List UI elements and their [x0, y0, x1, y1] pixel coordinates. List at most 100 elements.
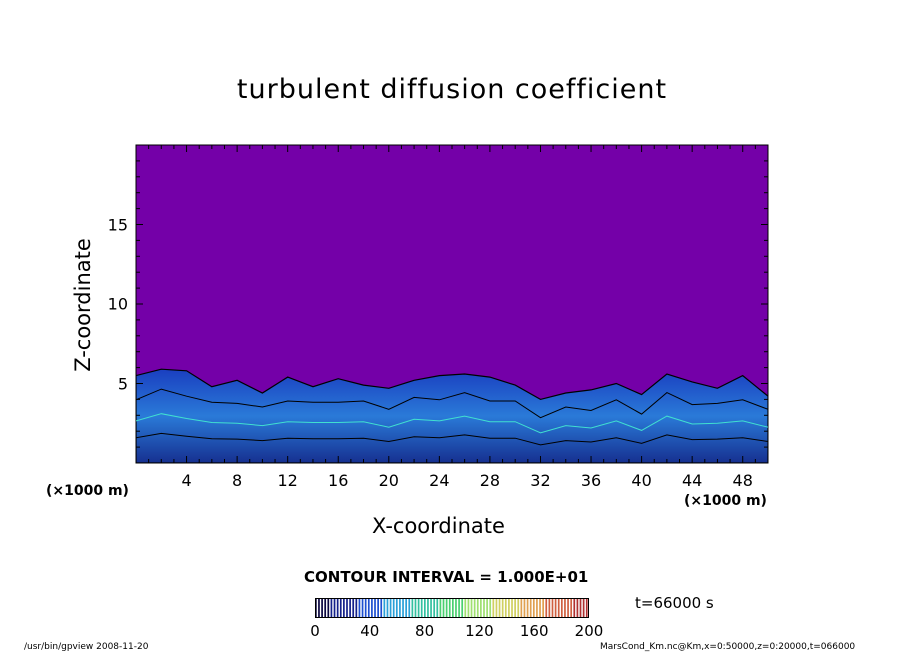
- colorbar-stripe: [399, 598, 401, 618]
- colorbar-stripe: [483, 598, 485, 618]
- colorbar-stripe: [405, 598, 408, 618]
- colorbar-stripe: [567, 598, 569, 618]
- contour-interval: CONTOUR INTERVAL = 1.000E+01: [304, 568, 589, 586]
- colorbar-stripe: [529, 598, 532, 618]
- time-label: t=66000 s: [635, 594, 714, 612]
- colorbar-stripe: [318, 598, 320, 618]
- colorbar-stripe: [476, 598, 479, 618]
- x-tick-label: 44: [681, 471, 703, 490]
- x-tick-label: 48: [732, 471, 753, 490]
- colorbar-stripe: [442, 598, 445, 618]
- colorbar-stripe: [343, 598, 345, 618]
- colorbar-stripe: [439, 598, 442, 618]
- colorbar-stripe: [383, 598, 386, 618]
- colorbar-stripe: [402, 598, 404, 618]
- colorbar-stripe: [470, 598, 473, 618]
- colorbar-stripe: [489, 598, 492, 618]
- x-tick-label: 12: [277, 471, 298, 490]
- colorbar-stripe: [542, 598, 545, 618]
- colorbar-stripe: [377, 598, 379, 618]
- colorbar-tick-label: 200: [574, 622, 604, 640]
- x-axis-label: X-coordinate: [372, 514, 505, 538]
- colorbar-stripe: [520, 598, 523, 618]
- colorbar-stripe: [371, 598, 373, 618]
- colorbar-stripe: [321, 598, 323, 618]
- colorbar-stripe: [361, 598, 364, 618]
- colorbar-stripe: [430, 598, 432, 618]
- colorbar-stripe: [514, 598, 516, 618]
- boundary-layer-region: [136, 368, 768, 463]
- colorbar-stripe: [420, 598, 423, 618]
- colorbar-stripe: [573, 598, 576, 618]
- colorbar: [315, 598, 589, 618]
- colorbar-stripe: [433, 598, 436, 618]
- footer-left: /usr/bin/gpview 2008-11-20: [24, 642, 149, 652]
- colorbar-stripe: [324, 598, 327, 618]
- y-tick-label: 15: [107, 215, 128, 234]
- colorbar-stripe: [486, 598, 488, 618]
- colorbar-stripe: [517, 598, 520, 618]
- colorbar-stripe: [355, 598, 358, 618]
- colorbar-stripe: [570, 598, 573, 618]
- colorbar-stripe: [346, 598, 348, 618]
- colorbar-stripe: [364, 598, 367, 618]
- colorbar-stripe: [336, 598, 339, 618]
- chart-title: turbulent diffusion coefficient: [236, 74, 668, 105]
- colorbar-stripe: [495, 598, 498, 618]
- colorbar-stripe: [501, 598, 504, 618]
- colorbar-stripe: [473, 598, 476, 618]
- colorbar-stripe: [333, 598, 336, 618]
- colorbar-stripe: [557, 598, 560, 618]
- colorbar-stripe: [455, 598, 457, 618]
- colorbar-stripe: [492, 598, 495, 618]
- colorbar-stripe: [389, 598, 392, 618]
- x-tick-label: 40: [631, 471, 652, 490]
- colorbar-tick-label: 0: [310, 622, 320, 640]
- colorbar-stripe: [408, 598, 411, 618]
- colorbar-stripe: [564, 598, 566, 618]
- colorbar-stripe: [582, 598, 585, 618]
- colorbar-stripe: [458, 598, 460, 618]
- y-axis-label: Z-coordinate: [71, 238, 95, 372]
- footer-right: MarsCond_Km.nc@Km,x=0:50000,z=0:20000,t=…: [600, 642, 856, 652]
- colorbar-stripe: [545, 598, 548, 618]
- x-tick-label: 20: [378, 471, 399, 490]
- colorbar-tick-label: 40: [360, 622, 380, 640]
- colorbar-stripe: [349, 598, 351, 618]
- x-tick-label: 24: [429, 471, 450, 490]
- x-tick-label: 28: [479, 471, 501, 490]
- colorbar-stripe: [498, 598, 501, 618]
- colorbar-stripe: [386, 598, 389, 618]
- colorbar-stripe: [536, 598, 538, 618]
- colorbar-stripe: [436, 598, 439, 618]
- colorbar-stripe: [423, 598, 426, 618]
- colorbar-stripe: [445, 598, 448, 618]
- colorbar-tick-label: 120: [465, 622, 494, 640]
- colorbar-stripe: [579, 598, 582, 618]
- colorbar-stripe: [392, 598, 395, 618]
- colorbar-stripe: [452, 598, 454, 618]
- colorbar-stripe: [511, 598, 513, 618]
- contour-line: [136, 432, 768, 446]
- colorbar-stripe: [551, 598, 554, 618]
- colorbar-stripe: [414, 598, 417, 618]
- colorbar-stripe: [339, 598, 342, 618]
- colorbar-frame: [315, 598, 589, 618]
- colorbar-stripe: [539, 598, 541, 618]
- y-tick-label: 5: [117, 374, 128, 393]
- colorbar-stripe: [532, 598, 535, 618]
- colorbar-tick-label: 80: [415, 622, 435, 640]
- colorbar-stripe: [427, 598, 429, 618]
- colorbar-stripe: [448, 598, 451, 618]
- colorbar-stripe: [461, 598, 464, 618]
- colorbar-stripe: [327, 598, 330, 618]
- x-tick-label: 4: [181, 471, 192, 490]
- colorbar-stripe: [380, 598, 383, 618]
- colorbar-stripe: [411, 598, 414, 618]
- y-tick-label: 10: [107, 294, 128, 314]
- contour-line: [136, 413, 768, 434]
- contour-line: [136, 388, 768, 419]
- colorbar-stripe: [585, 598, 588, 618]
- colorbar-stripe: [464, 598, 467, 618]
